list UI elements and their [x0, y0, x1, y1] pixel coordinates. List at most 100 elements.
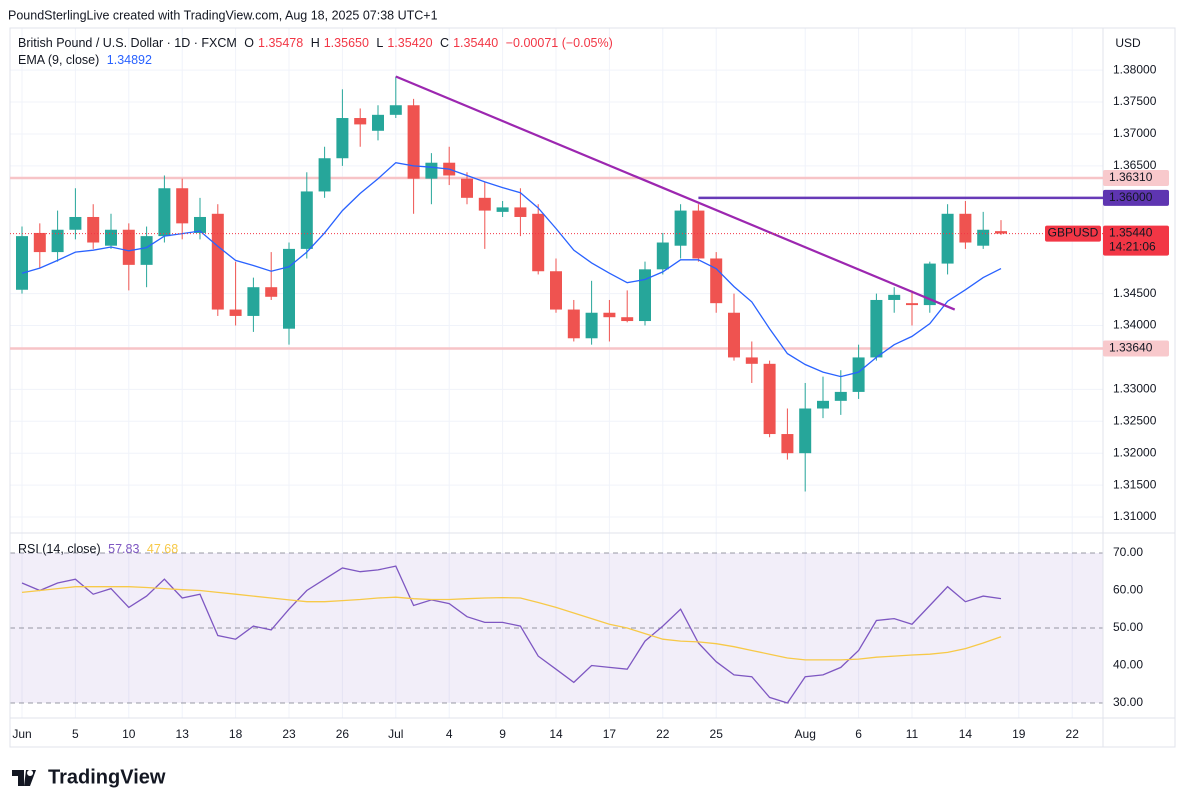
- candle-body: [852, 357, 865, 392]
- x-tick-label: Jun: [12, 727, 31, 741]
- x-tick-label: Aug: [795, 727, 816, 741]
- x-tick-label: 26: [336, 727, 350, 741]
- x-tick-label: 9: [499, 727, 506, 741]
- x-tick-label: Jul: [388, 727, 403, 741]
- candle-body: [550, 271, 562, 310]
- rsi-line: [21, 565, 1002, 704]
- x-tick-label: 22: [656, 727, 670, 741]
- rsi-ma-value: 47.68: [146, 542, 179, 556]
- candle-body: [247, 287, 260, 316]
- ema-line: [21, 162, 1002, 378]
- level-label-box: [1103, 340, 1169, 357]
- candle-body: [122, 229, 135, 265]
- x-tick-label: 6: [855, 727, 862, 741]
- y-tick-label: 70.00: [1113, 545, 1143, 559]
- candle-body: [140, 236, 153, 265]
- candle-body: [656, 242, 669, 270]
- candle-body: [959, 213, 972, 243]
- candle-body: [621, 317, 634, 322]
- candle-body: [336, 118, 349, 159]
- candle-body: [514, 207, 527, 217]
- logo: TradingView: [12, 766, 166, 788]
- level-label-box: [1103, 189, 1169, 206]
- candle-body: [105, 229, 117, 246]
- candle-body: [389, 105, 402, 115]
- candle-body: [834, 391, 847, 401]
- candle-body: [461, 178, 473, 198]
- y-tick-label: 1.36500: [1113, 158, 1157, 172]
- marks-layer: [10, 75, 1103, 704]
- y-tick-label: 1.37500: [1113, 94, 1157, 108]
- x-tick-label: 14: [959, 727, 973, 741]
- candle-body: [354, 118, 367, 125]
- candle-body: [799, 408, 812, 454]
- candle-body: [710, 258, 723, 304]
- rsi-title: RSI (14, close): [18, 542, 101, 556]
- price-label: 1.35440: [1109, 226, 1153, 240]
- y-tick-label: 1.34000: [1113, 318, 1157, 332]
- countdown-label: 14:21:06: [1109, 240, 1156, 254]
- rsi-value: 57.83: [108, 542, 140, 556]
- ema-name: EMA (9, close): [18, 53, 100, 67]
- ohlc-key: O: [244, 36, 255, 50]
- frame: [9, 27, 1176, 748]
- y-tick-label: 1.32500: [1113, 413, 1157, 427]
- logo-icon: [12, 770, 36, 786]
- candle-body: [763, 363, 776, 435]
- candle-body: [372, 114, 384, 131]
- candle-body: [16, 236, 28, 290]
- x-tick-label: 23: [282, 727, 296, 741]
- y-tick-label: 40.00: [1113, 658, 1143, 672]
- x-tick-label: 14: [549, 727, 563, 741]
- candle-body: [995, 231, 1007, 234]
- candle-body: [69, 216, 82, 230]
- symbol-label: GBPUSD: [1048, 226, 1099, 240]
- price-legend: British Pound / U.S. Dollar · 1D · FXCM …: [18, 36, 617, 67]
- candle-body: [817, 400, 829, 409]
- candle-body: [425, 162, 438, 179]
- rsi-legend: RSI (14, close) 57.83 47.68: [18, 542, 182, 556]
- candle-body: [194, 216, 206, 233]
- candle-body: [478, 197, 491, 211]
- x-tick-label: 11: [906, 727, 919, 741]
- candle-body: [888, 294, 901, 300]
- price-box: [1103, 225, 1169, 256]
- x-tick-label: 17: [603, 727, 617, 741]
- y-tick-label: 1.32000: [1113, 445, 1157, 459]
- ohlc-key: C: [440, 36, 450, 50]
- ohlc-value: 1.35420: [387, 36, 433, 50]
- y-tick-label: 1.31000: [1113, 509, 1157, 523]
- ema-value: 1.34892: [106, 53, 152, 67]
- level-label: 1.36000: [1109, 190, 1153, 204]
- y-tick-label: 1.31500: [1113, 477, 1157, 491]
- change: −0.00071 (−0.05%): [505, 36, 613, 50]
- candle-body: [265, 287, 278, 297]
- ema-legend: EMA (9, close) 1.34892: [18, 53, 617, 67]
- x-tick-label: 4: [446, 727, 453, 741]
- candle-body: [941, 213, 954, 264]
- ohlc-value: 1.35650: [323, 36, 369, 50]
- x-tick-label: 22: [1066, 727, 1080, 741]
- candle-body: [176, 188, 189, 224]
- ohlc-value: 1.35478: [258, 36, 304, 50]
- x-tick-label: 13: [176, 727, 190, 741]
- candle-body: [87, 216, 100, 243]
- candle-body: [211, 213, 224, 310]
- symbol: British Pound / U.S. Dollar · 1D · FXCM: [18, 36, 237, 50]
- candle-body: [407, 105, 420, 179]
- candle-body: [33, 232, 46, 253]
- y-tick-label: 1.34500: [1113, 286, 1157, 300]
- candle-body: [923, 263, 936, 306]
- x-tick-label: 5: [72, 727, 79, 741]
- candle-body: [728, 312, 740, 358]
- candle-body: [229, 309, 242, 316]
- rsi-line: [21, 586, 1002, 661]
- frame-border: [9, 27, 1176, 748]
- ohlc-key: H: [310, 36, 320, 50]
- x-tick-label: 19: [1012, 727, 1026, 741]
- candle-body: [906, 303, 918, 306]
- y-tick-label: 50.00: [1113, 620, 1143, 634]
- candle-body: [318, 158, 331, 192]
